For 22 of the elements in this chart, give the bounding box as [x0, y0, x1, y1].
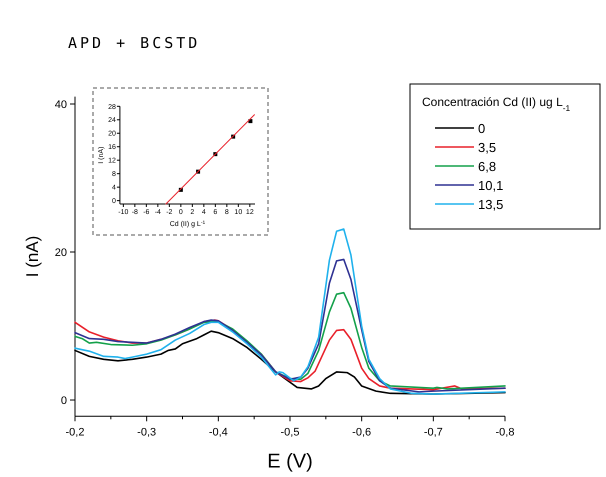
chart-title: APD + BCSTD [68, 34, 200, 52]
legend-label: 0 [478, 121, 486, 136]
y-tick-label: 40 [54, 98, 67, 111]
x-tick-label: -0,5 [280, 426, 300, 438]
x-tick-label: -0,6 [352, 426, 372, 438]
x-axis-title: E (V) [267, 450, 313, 472]
legend-label: 13,5 [478, 197, 504, 212]
legend-title: Concentración Cd (II) ug L$_{-1}$ [422, 95, 571, 113]
x-tick-label: -0,7 [424, 426, 443, 438]
line-series [74, 258, 506, 393]
y-tick-label: 20 [54, 246, 67, 259]
legend-label: 6,8 [478, 159, 496, 174]
x-tick-label: -0,4 [208, 426, 228, 438]
x-tick-label: -0,8 [496, 426, 514, 438]
legend-label: 10,1 [478, 178, 504, 193]
x-tick-label: -0,3 [137, 426, 156, 438]
legend-label: 3,5 [478, 140, 496, 155]
y-axis-title: I (nA) [23, 236, 42, 278]
line-series [74, 228, 506, 395]
line-series [74, 292, 506, 390]
y-tick-label: 0 [60, 394, 67, 407]
x-tick-label: -0,2 [66, 426, 84, 438]
